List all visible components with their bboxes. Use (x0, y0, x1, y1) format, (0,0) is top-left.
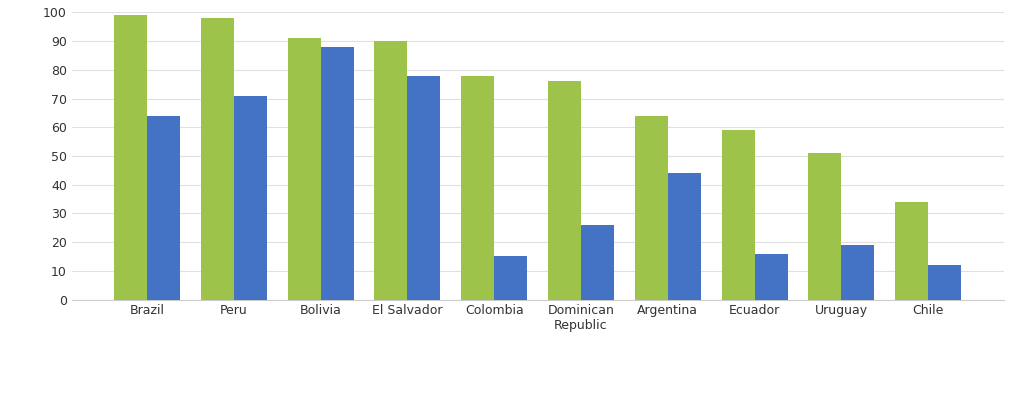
Bar (928, 265, 962, 300)
Bar (201, 18, 233, 300)
Bar (808, 153, 842, 300)
Bar (288, 38, 321, 300)
Bar (635, 116, 668, 300)
Bar (895, 202, 928, 300)
Bar (114, 15, 147, 300)
Bar (375, 41, 408, 300)
Bar (147, 116, 180, 300)
Bar (233, 96, 267, 300)
Bar (461, 76, 495, 300)
Bar (668, 173, 700, 300)
Bar (408, 76, 440, 300)
Bar (842, 245, 874, 300)
Bar (755, 254, 787, 300)
Bar (722, 130, 755, 300)
Bar (321, 47, 353, 300)
Bar (548, 82, 581, 300)
Bar (581, 225, 614, 300)
Bar (495, 256, 527, 300)
